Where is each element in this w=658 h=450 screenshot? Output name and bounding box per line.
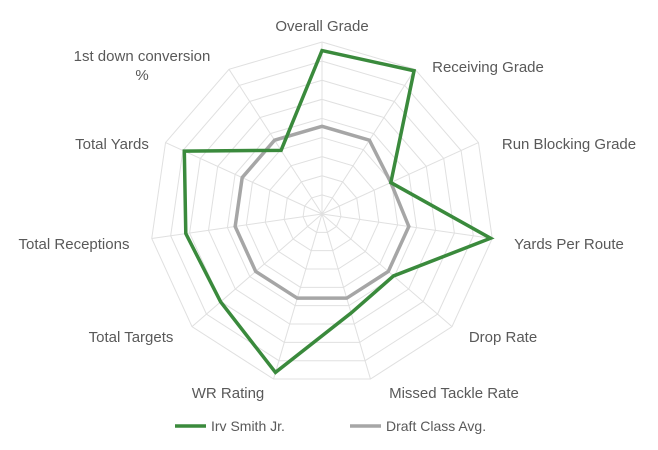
axis-label: Total Targets bbox=[89, 329, 174, 346]
axis-label: 1st down conversion% bbox=[74, 48, 211, 84]
grid-ring bbox=[170, 60, 474, 362]
axis-label: WR Rating bbox=[192, 385, 265, 402]
axis-label: Run Blocking Grade bbox=[502, 136, 636, 153]
axis-label: Receiving Grade bbox=[432, 59, 544, 76]
legend-label: Draft Class Avg. bbox=[386, 418, 486, 434]
grid-spoke bbox=[321, 142, 479, 215]
grid-ring bbox=[189, 79, 455, 343]
grid-ring bbox=[151, 41, 493, 380]
grid-ring bbox=[283, 175, 361, 252]
legend-label: Irv Smith Jr. bbox=[211, 418, 285, 434]
axis-label: Missed Tackle Rate bbox=[389, 385, 519, 402]
grid-ring bbox=[302, 194, 342, 233]
axis-label: Overall Grade bbox=[275, 18, 368, 35]
radar-series bbox=[182, 48, 495, 375]
grid-ring bbox=[207, 98, 437, 325]
axis-label: Total Receptions bbox=[19, 236, 130, 253]
grid-ring bbox=[226, 117, 418, 307]
legend: Irv Smith Jr. Draft Class Avg. bbox=[175, 418, 486, 434]
axis-labels: Overall Grade Receiving Grade Run Blocking… bbox=[19, 18, 637, 402]
series-line-1 bbox=[233, 124, 411, 300]
series-line-0 bbox=[182, 48, 495, 375]
legend-item: Irv Smith Jr. bbox=[175, 418, 285, 434]
legend-item: Draft Class Avg. bbox=[350, 418, 486, 434]
axis-label: Yards Per Route bbox=[514, 236, 624, 253]
axis-label: Drop Rate bbox=[469, 329, 537, 346]
axis-label: Total Yards bbox=[75, 136, 149, 153]
grid-ring bbox=[264, 156, 380, 270]
